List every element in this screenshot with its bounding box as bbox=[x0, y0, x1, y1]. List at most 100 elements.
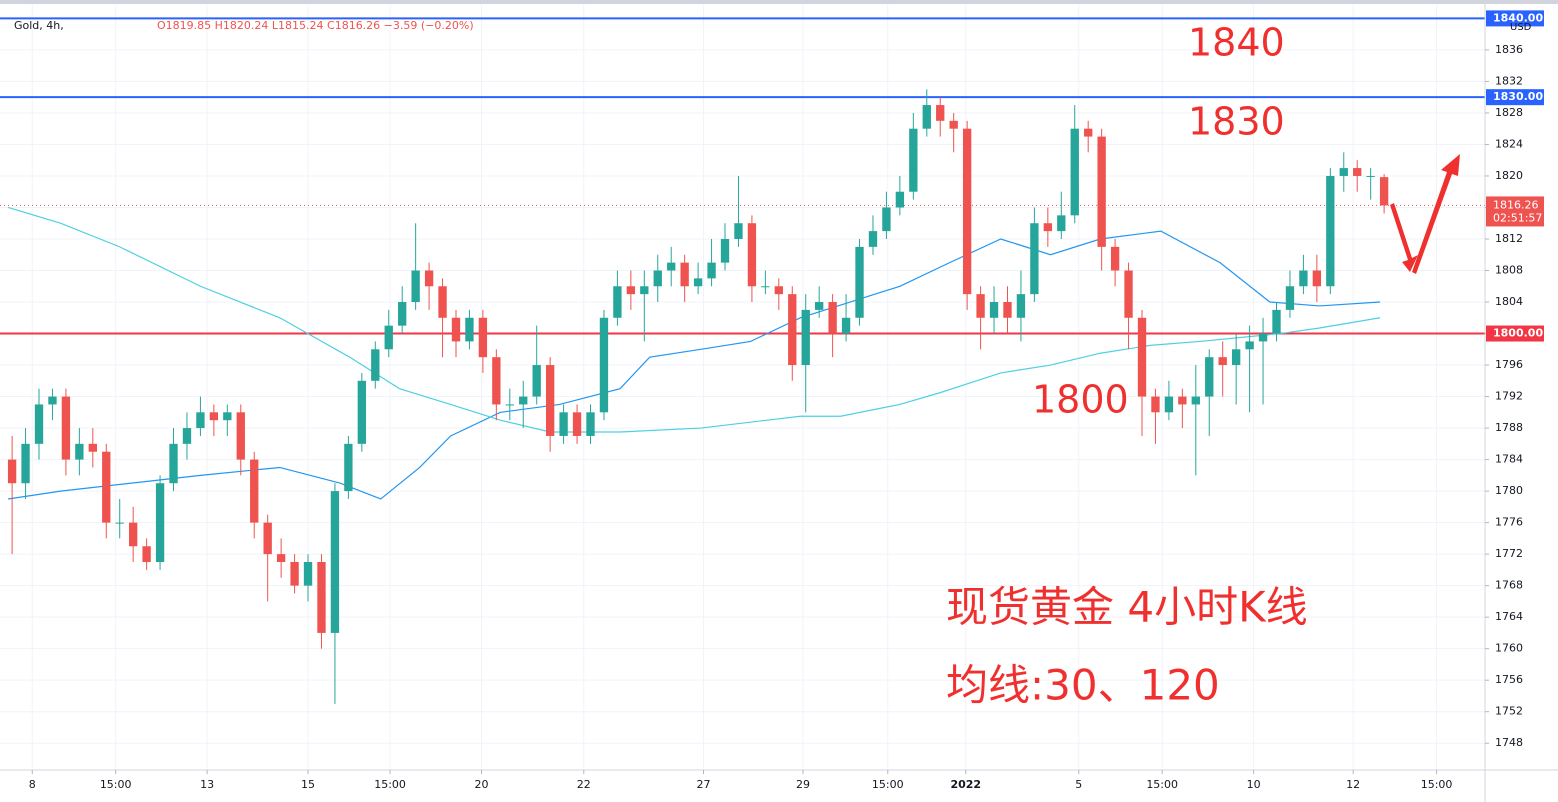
candle-body bbox=[613, 286, 622, 318]
candle-body bbox=[1231, 349, 1241, 366]
candle-body bbox=[371, 349, 380, 381]
candle-body bbox=[398, 302, 407, 326]
candle-body bbox=[115, 522, 124, 524]
y-tick-label: 1828 bbox=[1495, 106, 1523, 119]
candle-body bbox=[1326, 175, 1335, 287]
candle-body bbox=[734, 223, 743, 239]
x-tick-label: 2022 bbox=[950, 778, 981, 791]
candle-body bbox=[801, 309, 810, 366]
y-tick-label: 1776 bbox=[1495, 516, 1523, 529]
candle-body bbox=[680, 262, 689, 287]
candle-body bbox=[720, 238, 730, 263]
candle-body bbox=[1205, 357, 1214, 397]
candle-body bbox=[572, 412, 582, 436]
ohlc-legend: O1819.85 H1820.24 L1815.24 C1816.26 −3.5… bbox=[157, 19, 474, 32]
candle-body bbox=[693, 278, 703, 287]
y-tick-label: 1764 bbox=[1495, 610, 1523, 623]
candle-body bbox=[1110, 246, 1120, 271]
candle-body bbox=[1379, 177, 1389, 206]
y-tick-label: 1788 bbox=[1495, 421, 1523, 434]
candle-body bbox=[142, 546, 151, 563]
countdown-label: 02:51:57 bbox=[1493, 211, 1542, 224]
price-tag-label: 1800.00 bbox=[1493, 327, 1543, 340]
candle-body bbox=[21, 443, 30, 484]
y-tick-label: 1784 bbox=[1495, 453, 1523, 466]
candle-body bbox=[1084, 128, 1093, 137]
x-tick-label: 15:00 bbox=[1421, 778, 1453, 791]
candle-body bbox=[1218, 357, 1227, 366]
candle-body bbox=[7, 459, 17, 484]
candle-body bbox=[1043, 223, 1053, 232]
x-tick-label: 8 bbox=[29, 778, 36, 791]
candle-body bbox=[182, 428, 192, 444]
candle-body bbox=[949, 120, 958, 129]
candle-body bbox=[155, 483, 165, 563]
y-tick-label: 1752 bbox=[1495, 705, 1523, 718]
candle-body bbox=[61, 396, 71, 460]
candle-body bbox=[451, 317, 461, 342]
y-tick-label: 1748 bbox=[1495, 736, 1523, 749]
candle-body bbox=[102, 451, 111, 523]
candle-body bbox=[667, 262, 676, 271]
top-border bbox=[0, 0, 1558, 4]
candle-body bbox=[75, 443, 84, 460]
candle-body bbox=[599, 317, 609, 413]
candle-body bbox=[424, 270, 434, 287]
candle-body bbox=[317, 562, 326, 633]
candle-body bbox=[1366, 175, 1375, 177]
candle-body bbox=[1285, 286, 1295, 310]
x-tick-label: 20 bbox=[475, 778, 489, 791]
candle-body bbox=[88, 443, 97, 452]
candle-body bbox=[263, 522, 272, 555]
candle-body bbox=[357, 380, 367, 444]
candle-body bbox=[1070, 128, 1079, 216]
candle-body bbox=[492, 357, 501, 405]
x-tick-label: 15:00 bbox=[1146, 778, 1178, 791]
y-tick-label: 1836 bbox=[1495, 43, 1523, 56]
candle-body bbox=[1178, 396, 1187, 405]
candle-body bbox=[868, 231, 878, 247]
candle-body bbox=[48, 396, 57, 405]
annotation: 1830 bbox=[1188, 100, 1285, 144]
price-tag bbox=[1486, 325, 1544, 342]
y-tick-label: 1768 bbox=[1495, 579, 1523, 592]
candle-body bbox=[1003, 302, 1012, 318]
y-tick-label: 1792 bbox=[1495, 390, 1523, 403]
candle-body bbox=[330, 491, 340, 633]
candle-body bbox=[532, 365, 541, 397]
y-tick-label: 1796 bbox=[1495, 358, 1523, 371]
candle-body bbox=[290, 562, 299, 586]
last-price-label: 1816.26 bbox=[1493, 198, 1539, 211]
candle-body bbox=[707, 262, 716, 279]
y-tick-label: 1804 bbox=[1495, 295, 1523, 308]
candle-body bbox=[519, 396, 528, 405]
candle-body bbox=[1299, 270, 1308, 287]
candle-body bbox=[384, 325, 393, 350]
candle-body bbox=[303, 562, 313, 586]
candle-body bbox=[653, 270, 662, 287]
candle-body bbox=[344, 443, 353, 492]
plot bbox=[0, 17, 1485, 704]
candle-body bbox=[909, 128, 918, 192]
x-tick-label: 22 bbox=[577, 778, 591, 791]
chart-title: Gold, 4h, bbox=[14, 19, 64, 32]
price-tag-label: 1840.00 bbox=[1493, 11, 1543, 24]
annotation: 均线:30、120 bbox=[946, 661, 1220, 710]
y-tick-label: 1780 bbox=[1495, 484, 1523, 497]
candle-body bbox=[250, 459, 259, 523]
y-tick-label: 1812 bbox=[1495, 232, 1523, 245]
candle-body bbox=[815, 302, 824, 310]
x-tick-label: 15:00 bbox=[374, 778, 406, 791]
candle-body bbox=[1030, 223, 1039, 295]
last-price-tag bbox=[1486, 196, 1544, 227]
y-tick-label: 1756 bbox=[1495, 673, 1523, 686]
y-tick-label: 1820 bbox=[1495, 169, 1523, 182]
candle-body bbox=[438, 286, 447, 318]
x-tick-label: 13 bbox=[200, 778, 214, 791]
moving-average bbox=[7, 206, 1381, 433]
candle-body bbox=[882, 207, 891, 232]
candle-body bbox=[841, 317, 851, 334]
candle-body bbox=[989, 302, 999, 318]
x-tick-label: 29 bbox=[796, 778, 810, 791]
